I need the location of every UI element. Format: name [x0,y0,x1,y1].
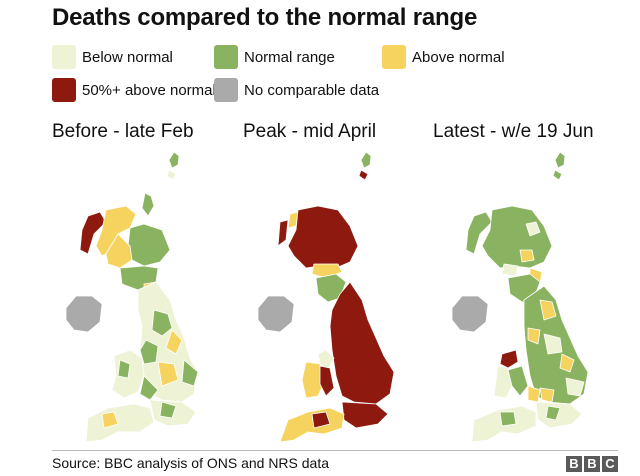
legend-below-normal: Below normal [52,44,173,70]
map-region [65,151,199,443]
uk-map-before [65,151,199,443]
map-region [451,151,589,443]
legend-label: No comparable data [244,81,380,99]
legend-swatch-below-normal [52,45,76,69]
source-note: Source: BBC analysis of ONS and NRS data [52,455,330,471]
map-region [257,151,395,443]
bbc-logo-letter: B [566,456,582,472]
bbc-logo-letter: C [602,456,618,472]
legend-swatch-no-data [214,78,238,102]
legend-swatch-50-above [52,78,76,102]
legend-label: Below normal [82,48,173,66]
legend-normal-range: Normal range [214,44,335,70]
legend-swatch-above-normal [382,45,406,69]
map-label-peak: Peak - mid April [243,121,377,142]
legend-swatch-normal-range [214,45,238,69]
legend-no-data: No comparable data [214,77,379,103]
uk-map-latest [451,151,589,443]
footer-divider [52,450,618,451]
legend-label: Normal range [244,48,335,66]
map-label-latest: Latest - w/e 19 Jun [433,121,594,142]
legend-label: 50%+ above normal [82,81,216,99]
map-label-before: Before - late Feb [52,121,194,142]
bbc-logo-letter: B [584,456,600,472]
legend-50-above: 50%+ above normal [52,77,216,103]
chart-title: Deaths compared to the normal range [52,4,478,31]
legend-label: Above normal [412,48,505,66]
uk-map-peak [257,151,395,443]
bbc-logo: B B C [566,456,618,472]
legend-above-normal: Above normal [382,44,505,70]
